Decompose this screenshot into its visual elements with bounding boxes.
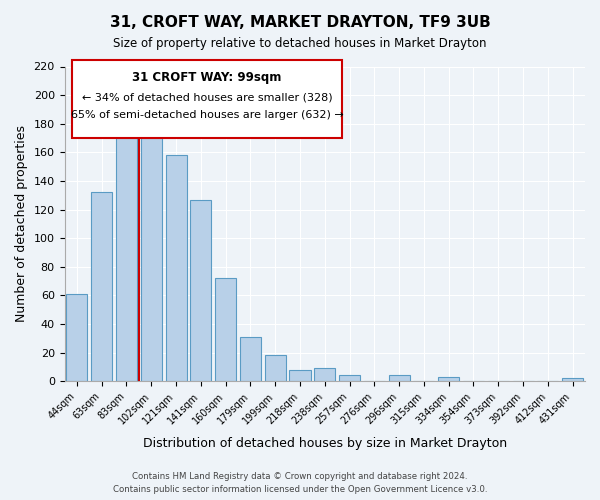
Y-axis label: Number of detached properties: Number of detached properties: [15, 126, 28, 322]
Text: ← 34% of detached houses are smaller (328): ← 34% of detached houses are smaller (32…: [82, 92, 332, 102]
Bar: [265, 356, 286, 381]
Text: Contains HM Land Registry data © Crown copyright and database right 2024.
Contai: Contains HM Land Registry data © Crown c…: [113, 472, 487, 494]
Text: 31, CROFT WAY, MARKET DRAYTON, TF9 3UB: 31, CROFT WAY, MARKET DRAYTON, TF9 3UB: [110, 15, 490, 30]
Bar: [91, 192, 112, 381]
Bar: [562, 378, 583, 381]
Bar: [240, 337, 261, 381]
Bar: [289, 370, 311, 381]
X-axis label: Distribution of detached houses by size in Market Drayton: Distribution of detached houses by size …: [143, 437, 507, 450]
Bar: [339, 376, 360, 381]
Text: 31 CROFT WAY: 99sqm: 31 CROFT WAY: 99sqm: [133, 72, 281, 85]
Bar: [215, 278, 236, 381]
Text: Size of property relative to detached houses in Market Drayton: Size of property relative to detached ho…: [113, 38, 487, 51]
Bar: [438, 377, 459, 381]
Bar: [190, 200, 211, 381]
Text: 65% of semi-detached houses are larger (632) →: 65% of semi-detached houses are larger (…: [71, 110, 343, 120]
Bar: [166, 155, 187, 381]
Bar: [314, 368, 335, 381]
Bar: [116, 138, 137, 381]
Bar: [389, 376, 410, 381]
Bar: [67, 294, 88, 381]
Bar: [141, 138, 162, 381]
